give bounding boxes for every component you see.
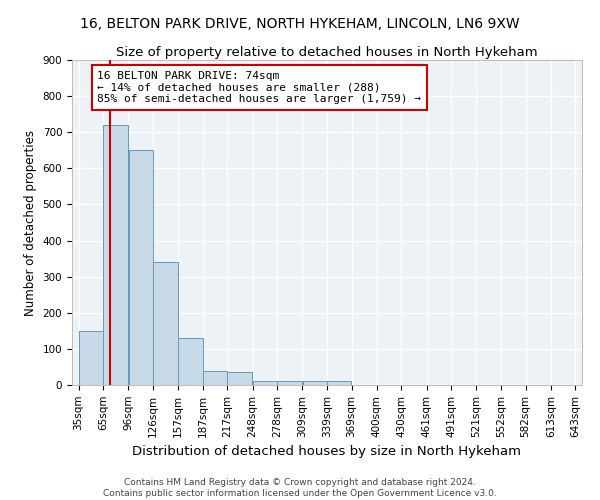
Bar <box>277 382 302 385</box>
Bar <box>302 382 327 385</box>
Text: 16, BELTON PARK DRIVE, NORTH HYKEHAM, LINCOLN, LN6 9XW: 16, BELTON PARK DRIVE, NORTH HYKEHAM, LI… <box>80 18 520 32</box>
Bar <box>227 372 253 385</box>
Text: 16 BELTON PARK DRIVE: 74sqm
← 14% of detached houses are smaller (288)
85% of se: 16 BELTON PARK DRIVE: 74sqm ← 14% of det… <box>97 71 421 104</box>
X-axis label: Distribution of detached houses by size in North Hykeham: Distribution of detached houses by size … <box>133 445 521 458</box>
Text: Contains HM Land Registry data © Crown copyright and database right 2024.
Contai: Contains HM Land Registry data © Crown c… <box>103 478 497 498</box>
Bar <box>79 331 103 385</box>
Bar <box>253 382 277 385</box>
Bar <box>178 338 203 385</box>
Title: Size of property relative to detached houses in North Hykeham: Size of property relative to detached ho… <box>116 46 538 59</box>
Bar <box>103 125 128 385</box>
Bar <box>128 150 153 385</box>
Bar <box>327 382 352 385</box>
Bar <box>203 370 227 385</box>
Y-axis label: Number of detached properties: Number of detached properties <box>24 130 37 316</box>
Bar <box>153 262 178 385</box>
